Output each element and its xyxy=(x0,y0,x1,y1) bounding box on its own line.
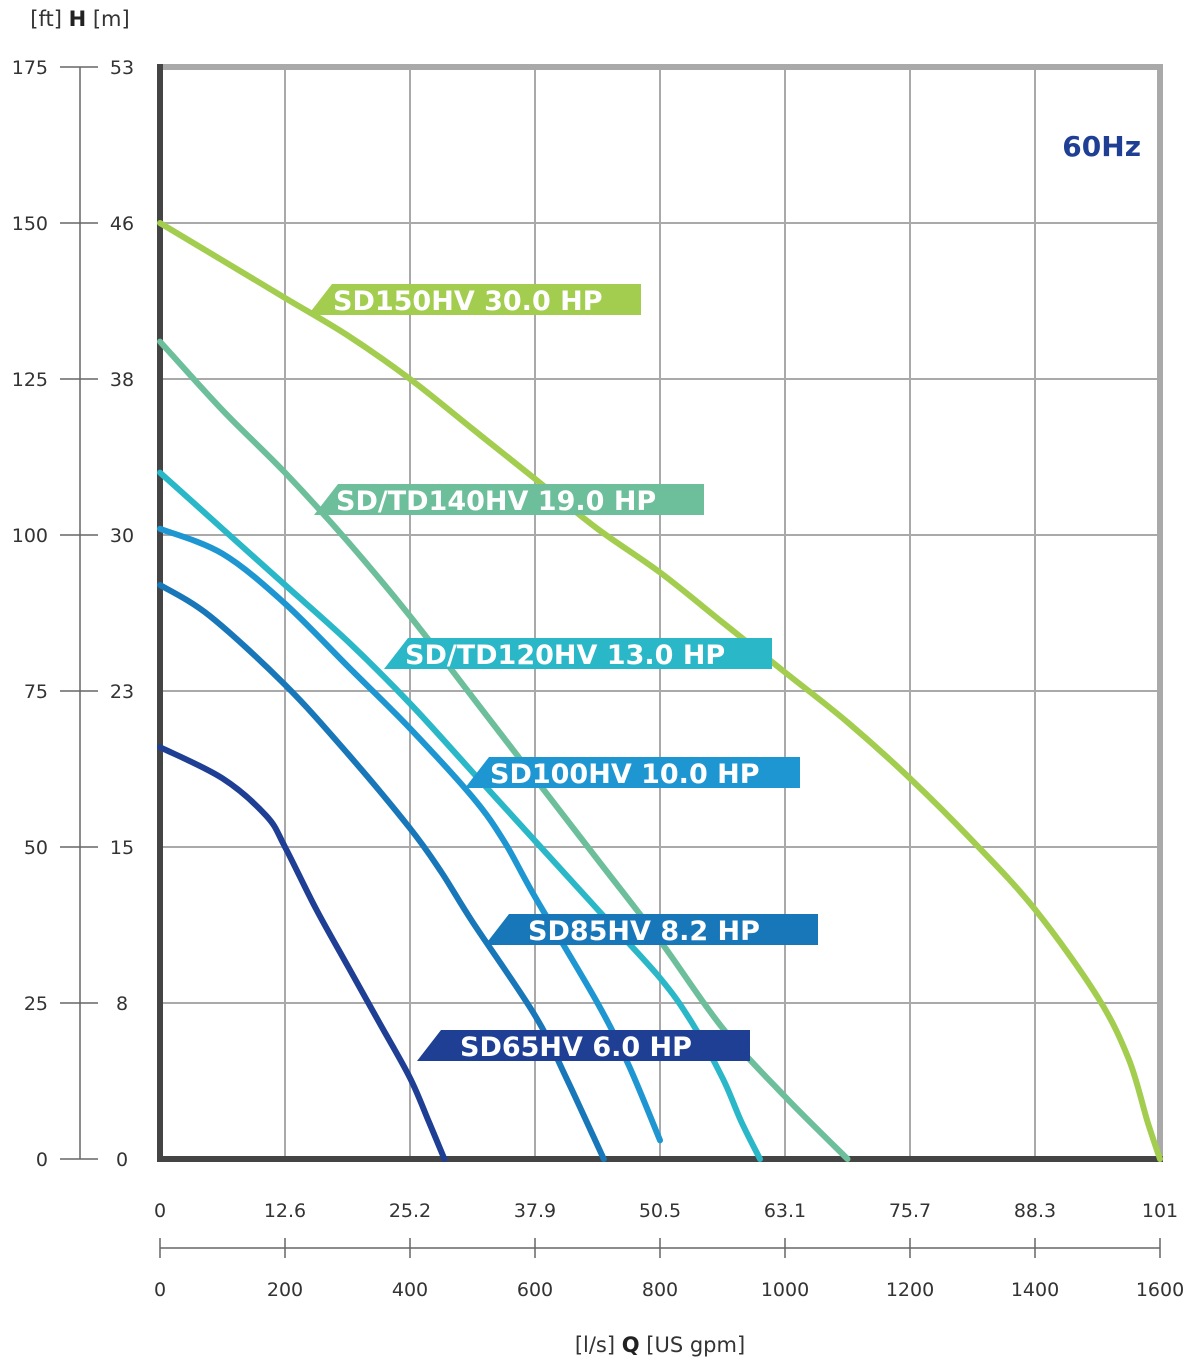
label-tag-sd-td140hv-19-0-hp xyxy=(314,484,704,515)
y-tick-label-ft: 75 xyxy=(24,681,48,703)
label-tag-sd-td120hv-13-0-hp xyxy=(384,638,772,669)
y-tick-label-m: 38 xyxy=(110,369,134,391)
y-tick-label-ft: 175 xyxy=(12,57,48,79)
y-axis-unit-m: [m] xyxy=(86,7,130,31)
label-text-sd-td120hv-13-0-hp: SD/TD120HV 13.0 HP xyxy=(405,640,725,671)
y-tick-label-m: 0 xyxy=(116,1149,128,1171)
y-tick-label-ft: 100 xyxy=(12,525,48,547)
label-tag-sd150hv-30-0-hp xyxy=(308,284,641,315)
x-tick-label-gpm: 600 xyxy=(517,1279,553,1301)
label-tag-sd65hv-6-0-hp xyxy=(417,1030,750,1061)
x-axis-unit-gpm: [US gpm] xyxy=(640,1333,746,1357)
y-tick-label-ft: 125 xyxy=(12,369,48,391)
label-text-sd-td140hv-19-0-hp: SD/TD140HV 19.0 HP xyxy=(336,486,656,517)
y-tick-label-m: 15 xyxy=(110,837,134,859)
y-tick-label-ft: 25 xyxy=(24,993,48,1015)
x-tick-label-gpm: 0 xyxy=(154,1279,166,1301)
x-tick-label-gpm: 200 xyxy=(267,1279,303,1301)
frequency-label: 60Hz xyxy=(1062,130,1141,163)
x-axis-symbol: Q xyxy=(622,1333,640,1357)
curve-sd-td120hv-13-0-hp xyxy=(157,469,763,1162)
x-tick-label-gpm: 400 xyxy=(392,1279,428,1301)
y-tick-label-m: 46 xyxy=(110,213,134,235)
x-tick-label-ls: 88.3 xyxy=(1014,1200,1056,1222)
curve-sd100hv-10-0-hp xyxy=(157,525,663,1144)
y-tick-label-ft: 0 xyxy=(36,1149,48,1171)
x-tick-label-ls: 50.5 xyxy=(639,1200,681,1222)
y-axis-title: [ft] H [m] xyxy=(30,7,129,31)
x-axis-title: [l/s] Q [US gpm] xyxy=(575,1333,745,1357)
x-tick-label-gpm: 1000 xyxy=(761,1279,809,1301)
label-text-sd65hv-6-0-hp: SD65HV 6.0 HP xyxy=(460,1032,692,1063)
curve-sd-td140hv-19-0-hp xyxy=(157,338,851,1162)
curve-sd150hv-30-0-hp xyxy=(157,220,1163,1162)
x-tick-label-ls: 63.1 xyxy=(764,1200,806,1222)
label-tag-sd100hv-10-0-hp xyxy=(465,757,800,788)
curve-labels: SD150HV 30.0 HP SD/TD140HV 19.0 HP SD/TD12… xyxy=(308,284,818,1063)
y-tick-label-ft: 50 xyxy=(24,837,48,859)
x-tick-label-gpm: 1600 xyxy=(1136,1279,1184,1301)
x-tick-label-ls: 25.2 xyxy=(389,1200,431,1222)
x-tick-label-ls: 75.7 xyxy=(889,1200,931,1222)
y-tick-label-m: 30 xyxy=(110,525,134,547)
label-text-sd100hv-10-0-hp: SD100HV 10.0 HP xyxy=(490,759,760,790)
x-tick-label-ls: 101 xyxy=(1142,1200,1178,1222)
y-axis-unit-ft: [ft] xyxy=(30,7,68,31)
y-tick-label-m: 8 xyxy=(116,993,128,1015)
y-tick-label-ft: 150 xyxy=(12,213,48,235)
label-text-sd150hv-30-0-hp: SD150HV 30.0 HP xyxy=(333,286,603,317)
label-tag-sd85hv-8-2-hp xyxy=(485,914,818,945)
grid xyxy=(157,64,1163,1162)
x-tick-label-gpm: 1400 xyxy=(1011,1279,1059,1301)
x-tick-label-ls: 37.9 xyxy=(514,1200,556,1222)
label-text-sd85hv-8-2-hp: SD85HV 8.2 HP xyxy=(528,916,760,947)
x-tick-label-gpm: 800 xyxy=(642,1279,678,1301)
y-tick-label-m: 23 xyxy=(110,681,134,703)
y-tick-label-m: 53 xyxy=(110,57,134,79)
x-axis-unit-ls: [l/s] xyxy=(575,1333,622,1357)
y-axis-symbol: H xyxy=(69,7,87,31)
x-tick-label-ls: 0 xyxy=(154,1200,166,1222)
x-tick-label-gpm: 1200 xyxy=(886,1279,934,1301)
x-tick-label-ls: 12.6 xyxy=(264,1200,306,1222)
curve-sd65hv-6-0-hp xyxy=(157,744,448,1162)
pump-curves xyxy=(157,220,1163,1162)
